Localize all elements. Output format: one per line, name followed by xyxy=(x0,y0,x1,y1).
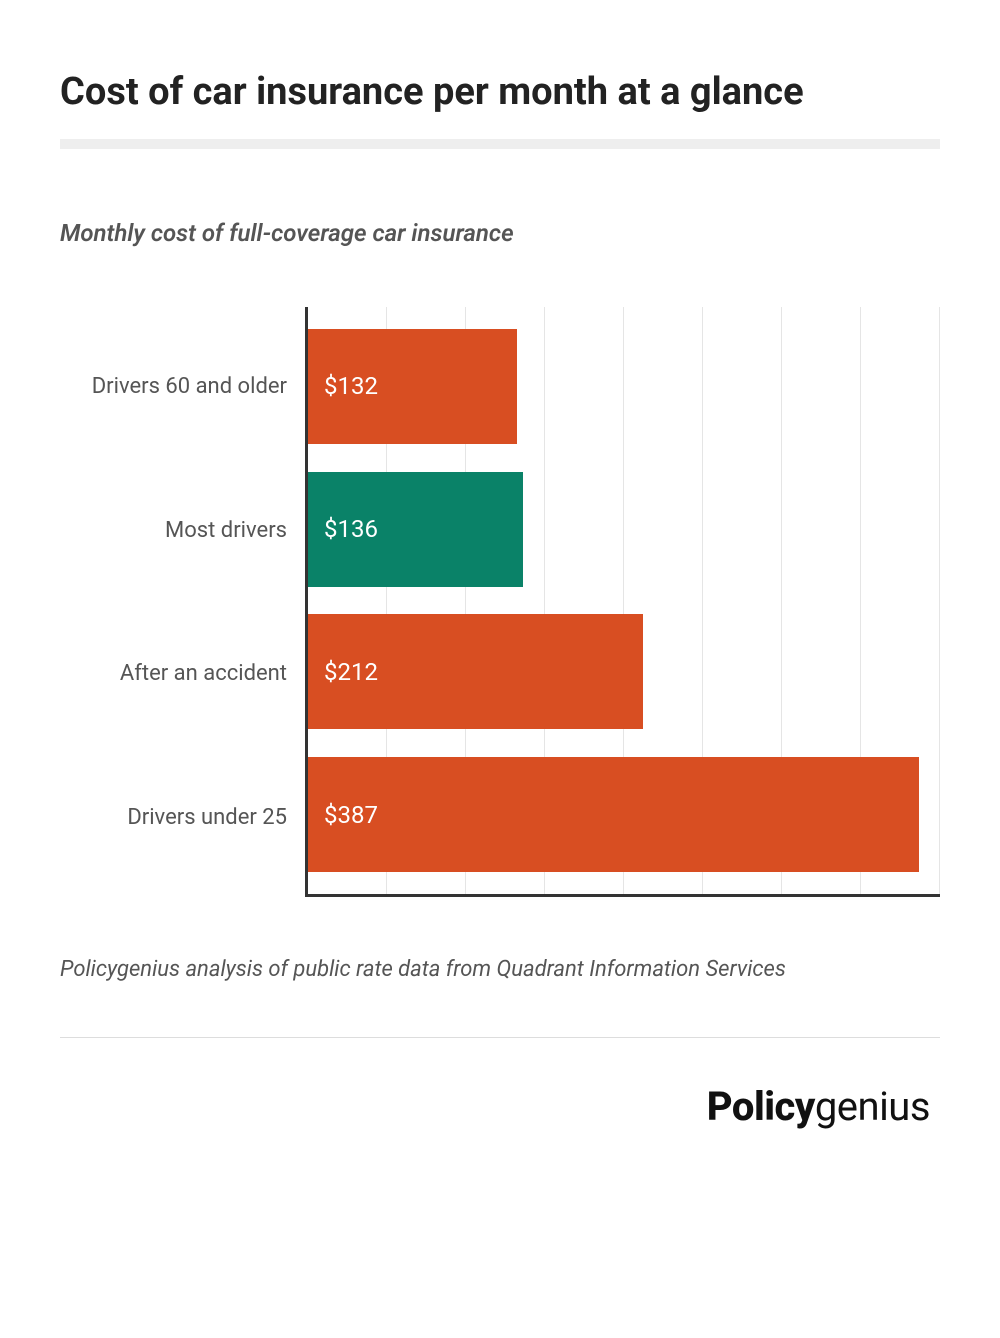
category-label: After an accident xyxy=(60,661,305,686)
bar-value-label: $132 xyxy=(308,372,378,400)
brand-bold: Policy xyxy=(707,1083,815,1130)
chart-title: Cost of car insurance per month at a gla… xyxy=(60,70,940,114)
chart-container: Cost of car insurance per month at a gla… xyxy=(0,0,1000,1180)
bar-value-label: $136 xyxy=(308,515,378,543)
source-note: Policygenius analysis of public rate dat… xyxy=(60,957,940,982)
category-label: Drivers 60 and older xyxy=(60,374,305,399)
category-label: Drivers under 25 xyxy=(60,805,305,830)
bars-group: $132 $136 $212 $387 xyxy=(308,307,940,894)
bar-value-label: $212 xyxy=(308,658,378,686)
brand-light: genius xyxy=(815,1083,930,1130)
bar: $387 xyxy=(308,757,919,872)
title-underline xyxy=(60,139,940,149)
bar: $212 xyxy=(308,614,643,729)
brand-logo: Policygenius xyxy=(60,1083,940,1130)
bar-value-label: $387 xyxy=(308,801,378,829)
y-axis-labels: Drivers 60 and older Most drivers After an… xyxy=(60,307,305,897)
footer-divider xyxy=(60,1037,940,1038)
category-label: Most drivers xyxy=(60,518,305,543)
bar: $132 xyxy=(308,329,517,444)
chart-area: Drivers 60 and older Most drivers After an… xyxy=(60,307,940,897)
chart-subtitle: Monthly cost of full-coverage car insura… xyxy=(60,219,940,247)
bar: $136 xyxy=(308,472,523,587)
plot-area: $132 $136 $212 $387 xyxy=(305,307,940,897)
